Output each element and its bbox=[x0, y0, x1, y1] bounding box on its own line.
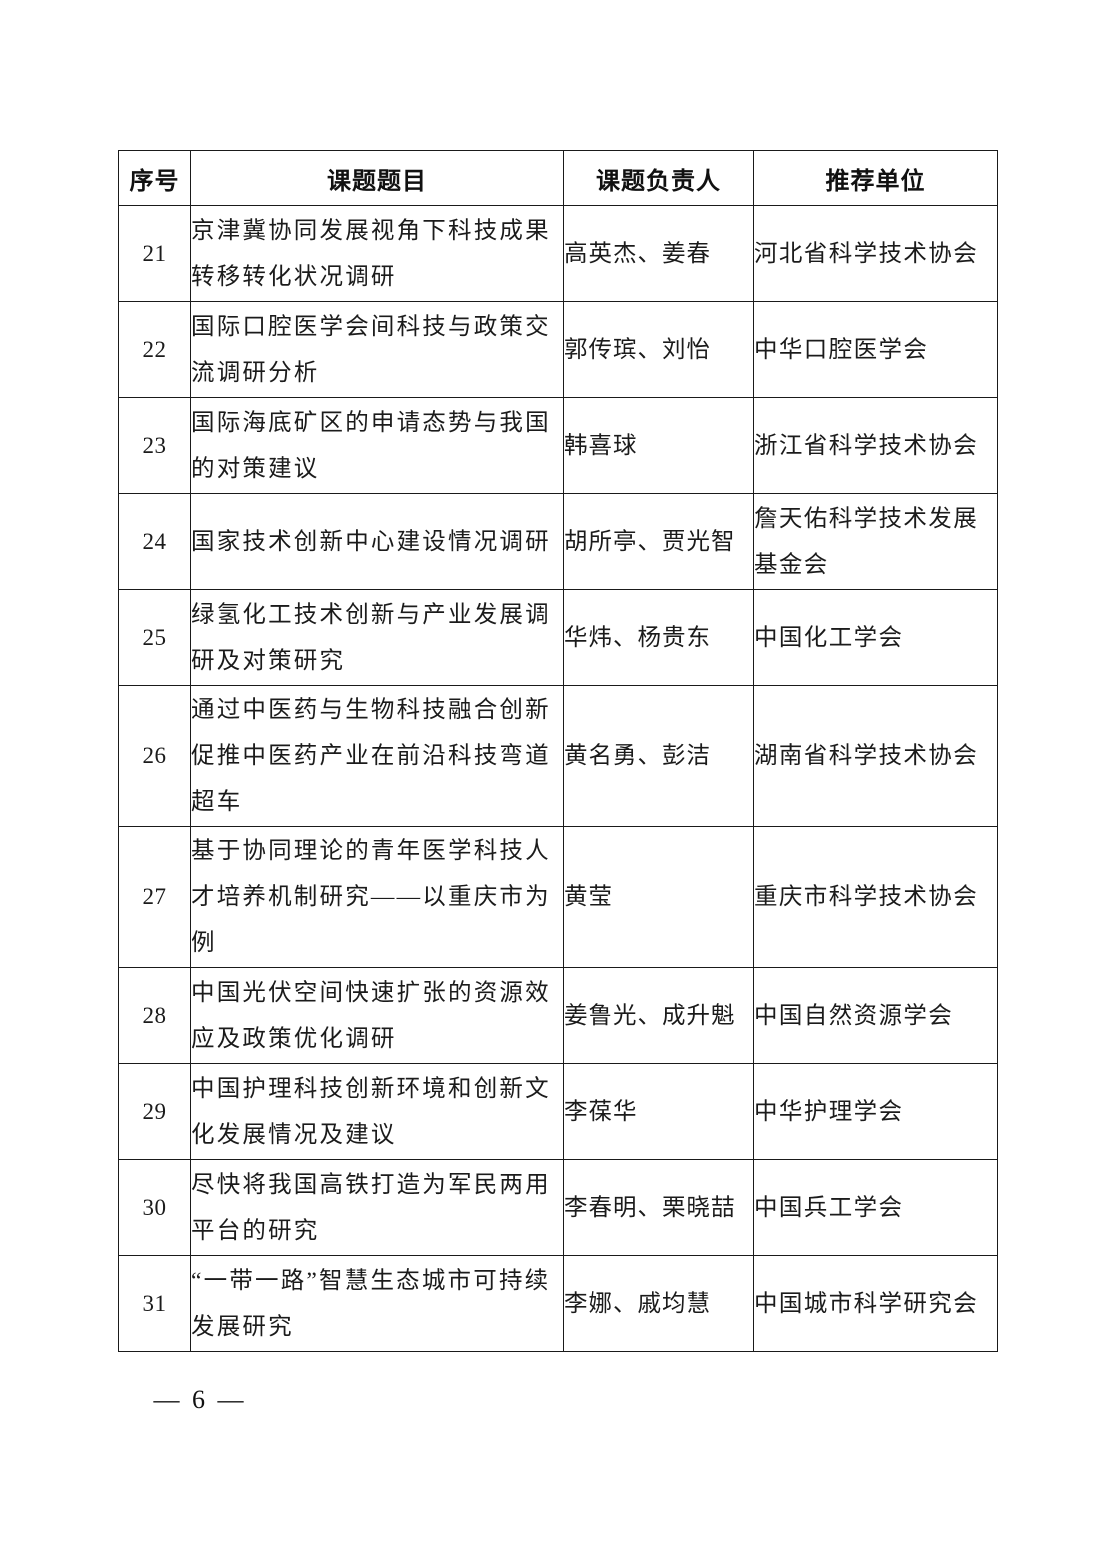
cell-leader: 李娜、戚均慧 bbox=[563, 1255, 754, 1352]
table-row: 27 基于协同理论的青年医学科技人才培养机制研究——以重庆市为例 黄莹 重庆市科学技术… bbox=[118, 826, 998, 968]
cell-leader: 高英杰、姜春 bbox=[563, 205, 754, 302]
cell-title: 基于协同理论的青年医学科技人才培养机制研究——以重庆市为例 bbox=[190, 826, 564, 968]
cell-title: “一带一路”智慧生态城市可持续发展研究 bbox=[190, 1255, 564, 1352]
cell-unit: 中华护理学会 bbox=[753, 1063, 998, 1160]
cell-title: 国际口腔医学会间科技与政策交流调研分析 bbox=[190, 301, 564, 398]
cell-title: 尽快将我国高铁打造为军民两用平台的研究 bbox=[190, 1159, 564, 1256]
table-row: 24 国家技术创新中心建设情况调研 胡所亭、贾光智 詹天佑科学技术发展基金会 bbox=[118, 493, 998, 590]
cell-leader: 姜鲁光、成升魁 bbox=[563, 967, 754, 1064]
table-header-row: 序号 课题题目 课题负责人 推荐单位 bbox=[118, 150, 998, 206]
cell-index: 25 bbox=[118, 589, 191, 686]
cell-title: 国家技术创新中心建设情况调研 bbox=[190, 493, 564, 590]
cell-unit: 中国城市科学研究会 bbox=[753, 1255, 998, 1352]
research-topics-table-container: 序号 课题题目 课题负责人 推荐单位 21 京津冀协同发展视角下科技成果转移转化状… bbox=[118, 150, 998, 1352]
cell-index: 31 bbox=[118, 1255, 191, 1352]
column-header-title: 课题题目 bbox=[190, 150, 564, 206]
table-row: 22 国际口腔医学会间科技与政策交流调研分析 郭传瑸、刘怡 中华口腔医学会 bbox=[118, 301, 998, 398]
cell-leader: 黄名勇、彭洁 bbox=[563, 685, 754, 827]
cell-index: 27 bbox=[118, 826, 191, 968]
cell-index: 22 bbox=[118, 301, 191, 398]
table-row: 23 国际海底矿区的申请态势与我国的对策建议 韩喜球 浙江省科学技术协会 bbox=[118, 397, 998, 494]
cell-title: 中国护理科技创新环境和创新文化发展情况及建议 bbox=[190, 1063, 564, 1160]
table-row: 29 中国护理科技创新环境和创新文化发展情况及建议 李葆华 中华护理学会 bbox=[118, 1063, 998, 1160]
cell-title: 中国光伏空间快速扩张的资源效应及政策优化调研 bbox=[190, 967, 564, 1064]
column-header-leader: 课题负责人 bbox=[563, 150, 754, 206]
cell-unit: 中国兵工学会 bbox=[753, 1159, 998, 1256]
cell-unit: 中国自然资源学会 bbox=[753, 967, 998, 1064]
cell-leader: 胡所亭、贾光智 bbox=[563, 493, 754, 590]
cell-leader: 华炜、杨贵东 bbox=[563, 589, 754, 686]
cell-leader: 郭传瑸、刘怡 bbox=[563, 301, 754, 398]
column-header-unit: 推荐单位 bbox=[753, 150, 998, 206]
cell-index: 23 bbox=[118, 397, 191, 494]
cell-unit: 詹天佑科学技术发展基金会 bbox=[753, 493, 998, 590]
table-row: 31 “一带一路”智慧生态城市可持续发展研究 李娜、戚均慧 中国城市科学研究会 bbox=[118, 1255, 998, 1352]
cell-title: 绿氢化工技术创新与产业发展调研及对策研究 bbox=[190, 589, 564, 686]
cell-title: 通过中医药与生物科技融合创新促推中医药产业在前沿科技弯道超车 bbox=[190, 685, 564, 827]
table-row: 30 尽快将我国高铁打造为军民两用平台的研究 李春明、栗晓喆 中国兵工学会 bbox=[118, 1159, 998, 1256]
table-row: 28 中国光伏空间快速扩张的资源效应及政策优化调研 姜鲁光、成升魁 中国自然资源学会 bbox=[118, 967, 998, 1064]
cell-title: 京津冀协同发展视角下科技成果转移转化状况调研 bbox=[190, 205, 564, 302]
table-row: 21 京津冀协同发展视角下科技成果转移转化状况调研 高英杰、姜春 河北省科学技术协会 bbox=[118, 205, 998, 302]
cell-title: 国际海底矿区的申请态势与我国的对策建议 bbox=[190, 397, 564, 494]
cell-leader: 李春明、栗晓喆 bbox=[563, 1159, 754, 1256]
cell-index: 28 bbox=[118, 967, 191, 1064]
cell-unit: 浙江省科学技术协会 bbox=[753, 397, 998, 494]
table-body: 21 京津冀协同发展视角下科技成果转移转化状况调研 高英杰、姜春 河北省科学技术协会 2… bbox=[118, 205, 998, 1352]
cell-index: 26 bbox=[118, 685, 191, 827]
cell-leader: 韩喜球 bbox=[563, 397, 754, 494]
cell-index: 30 bbox=[118, 1159, 191, 1256]
cell-unit: 重庆市科学技术协会 bbox=[753, 826, 998, 968]
table-row: 26 通过中医药与生物科技融合创新促推中医药产业在前沿科技弯道超车 黄名勇、彭洁 湖南… bbox=[118, 685, 998, 827]
cell-unit: 中国化工学会 bbox=[753, 589, 998, 686]
cell-leader: 李葆华 bbox=[563, 1063, 754, 1160]
table-row: 25 绿氢化工技术创新与产业发展调研及对策研究 华炜、杨贵东 中国化工学会 bbox=[118, 589, 998, 686]
cell-unit: 中华口腔医学会 bbox=[753, 301, 998, 398]
table-header: 序号 课题题目 课题负责人 推荐单位 bbox=[118, 150, 998, 206]
cell-index: 21 bbox=[118, 205, 191, 302]
cell-unit: 河北省科学技术协会 bbox=[753, 205, 998, 302]
research-topics-table: 序号 课题题目 课题负责人 推荐单位 21 京津冀协同发展视角下科技成果转移转化状… bbox=[118, 150, 998, 1352]
cell-leader: 黄莹 bbox=[563, 826, 754, 968]
cell-index: 29 bbox=[118, 1063, 191, 1160]
page-number: — 6 — bbox=[153, 1385, 247, 1414]
cell-unit: 湖南省科学技术协会 bbox=[753, 685, 998, 827]
cell-index: 24 bbox=[118, 493, 191, 590]
column-header-index: 序号 bbox=[118, 150, 191, 206]
